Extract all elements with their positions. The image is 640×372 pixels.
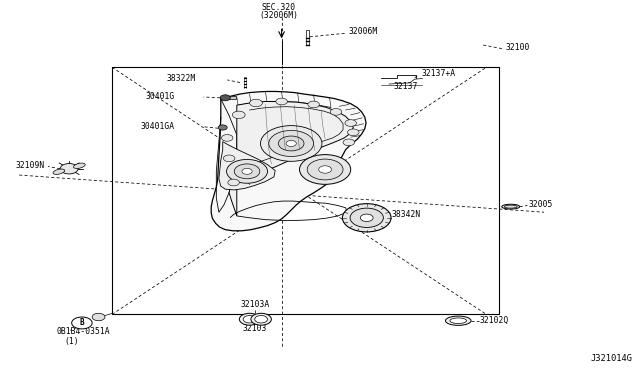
Circle shape: [342, 203, 391, 232]
Polygon shape: [219, 142, 275, 190]
Circle shape: [345, 120, 356, 126]
Circle shape: [255, 315, 268, 323]
Ellipse shape: [53, 169, 65, 174]
Text: 32100: 32100: [506, 44, 530, 52]
Bar: [227, 96, 236, 99]
Circle shape: [220, 95, 230, 101]
Circle shape: [308, 101, 319, 108]
Bar: [112, 67, 499, 314]
Text: 32109N: 32109N: [16, 161, 45, 170]
Text: SEC.320: SEC.320: [261, 3, 296, 12]
Text: 32137+A: 32137+A: [421, 69, 455, 78]
Text: 32103A: 32103A: [240, 300, 269, 309]
Circle shape: [242, 169, 252, 174]
Circle shape: [92, 313, 105, 321]
Circle shape: [221, 135, 233, 141]
Text: 38322M: 38322M: [166, 74, 196, 83]
Text: (32006M): (32006M): [259, 11, 298, 20]
Circle shape: [343, 139, 355, 146]
Circle shape: [360, 214, 373, 221]
Circle shape: [330, 109, 342, 115]
Text: J321014G: J321014G: [590, 354, 632, 363]
Circle shape: [218, 125, 227, 130]
Ellipse shape: [450, 318, 467, 324]
Polygon shape: [229, 102, 353, 216]
Ellipse shape: [504, 205, 517, 208]
Circle shape: [300, 155, 351, 185]
Text: 0B1B4-0351A: 0B1B4-0351A: [56, 327, 110, 336]
Circle shape: [260, 126, 322, 161]
Text: 30401GA: 30401GA: [141, 122, 175, 131]
Circle shape: [307, 159, 343, 180]
Circle shape: [278, 136, 304, 151]
Ellipse shape: [74, 163, 85, 169]
Text: 30401G: 30401G: [146, 92, 175, 101]
Circle shape: [232, 111, 245, 119]
Circle shape: [239, 313, 260, 325]
Circle shape: [250, 99, 262, 107]
Polygon shape: [211, 92, 366, 231]
Circle shape: [276, 98, 287, 105]
Circle shape: [60, 164, 78, 174]
Text: 38342N: 38342N: [392, 210, 421, 219]
Circle shape: [319, 166, 332, 173]
Text: 32005: 32005: [529, 200, 553, 209]
Circle shape: [348, 129, 359, 136]
Text: B: B: [79, 318, 84, 327]
Circle shape: [269, 131, 314, 157]
Ellipse shape: [502, 204, 520, 209]
Circle shape: [350, 208, 383, 227]
Ellipse shape: [445, 316, 471, 326]
Circle shape: [234, 164, 260, 179]
Circle shape: [243, 315, 256, 323]
Circle shape: [72, 317, 92, 329]
Text: (1): (1): [64, 337, 79, 346]
Text: 32006M: 32006M: [348, 28, 378, 36]
Circle shape: [223, 155, 235, 162]
Text: 32137: 32137: [394, 82, 418, 91]
Circle shape: [228, 179, 239, 186]
Circle shape: [227, 160, 268, 183]
Text: 32103: 32103: [243, 324, 267, 333]
Text: 32102Q: 32102Q: [480, 315, 509, 324]
Circle shape: [251, 313, 271, 325]
Circle shape: [286, 141, 296, 147]
